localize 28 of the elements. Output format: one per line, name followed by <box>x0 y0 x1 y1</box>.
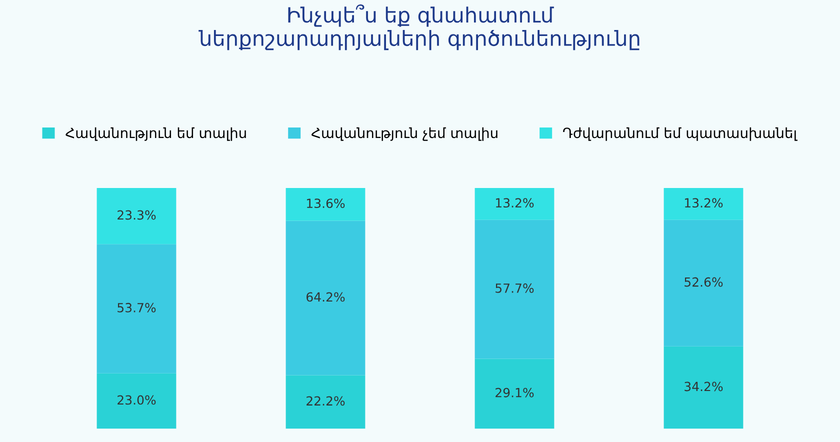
bar <box>474 220 554 359</box>
data-label: 13.2% <box>496 198 534 208</box>
bar <box>286 220 366 376</box>
bar <box>96 244 176 374</box>
bar <box>474 358 554 429</box>
bar <box>286 188 366 221</box>
data-label: 52.6% <box>684 277 723 287</box>
data-label: 57.7% <box>496 283 534 293</box>
data-label: 23.3% <box>118 210 156 220</box>
bar <box>286 375 366 429</box>
data-label: 22.2% <box>306 396 345 406</box>
bar <box>664 188 744 220</box>
legend-label: Հավանություն չեմ տալիս <box>311 127 498 141</box>
bar <box>474 188 554 220</box>
data-label: 23.0% <box>118 395 156 405</box>
data-label: 34.2% <box>684 382 723 392</box>
data-label: 13.2% <box>685 198 723 208</box>
bar <box>664 220 744 346</box>
data-label: 64.2% <box>306 292 345 302</box>
legend-label: Դժվարանում եմ պատասխանել <box>563 127 798 141</box>
legend-label: Հավանություն եմ տալիս <box>66 127 246 141</box>
bar <box>96 373 176 429</box>
data-label: 53.7% <box>118 302 156 312</box>
chart-title: Ինչպե՞ս եք գնահատում ներքոշարադրյալների գործունեությունը <box>198 4 640 50</box>
bar <box>664 346 744 429</box>
data-label: 29.1% <box>496 388 534 398</box>
data-label: 13.6% <box>307 198 345 208</box>
bar <box>96 188 176 244</box>
